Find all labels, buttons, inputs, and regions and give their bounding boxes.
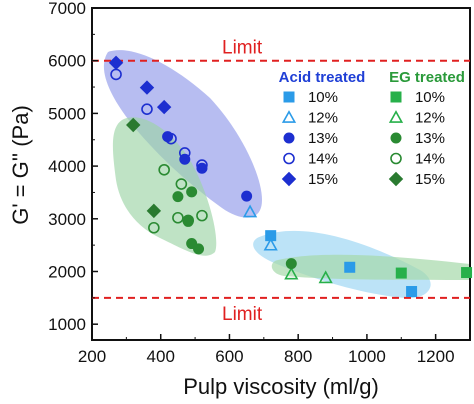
data-point	[186, 186, 198, 198]
legend-label: 13%	[308, 130, 338, 147]
y-tick-label: 1000	[48, 315, 86, 334]
limit-label: Limit	[222, 304, 263, 325]
data-point	[175, 178, 188, 190]
data-point	[146, 203, 162, 219]
plot-frame	[91, 7, 471, 341]
eg-low-highlight	[271, 254, 470, 280]
data-point	[344, 261, 356, 273]
data-point	[461, 267, 473, 279]
legend-label: 10%	[415, 89, 445, 106]
data-point	[165, 132, 177, 145]
data-point	[156, 99, 172, 115]
data-point	[241, 190, 253, 202]
legend-marker	[388, 110, 404, 123]
data-point	[406, 286, 418, 298]
data-points	[108, 55, 473, 298]
data-point	[196, 209, 208, 222]
legend-marker	[388, 171, 404, 187]
legend-label: 13%	[415, 130, 445, 147]
data-point	[196, 159, 208, 171]
limit-lines: Limit Limit	[92, 38, 470, 325]
legend-marker	[281, 171, 297, 187]
x-tick-label: 200	[78, 347, 106, 366]
y-tick-label: 2000	[48, 262, 86, 281]
acid-high-highlight	[103, 50, 262, 218]
x-axis-ticks: 200 400 600 800 1000 1200	[78, 334, 455, 366]
legend-group-title: EG treated	[389, 69, 465, 86]
data-point	[242, 204, 258, 218]
data-point	[285, 258, 297, 270]
data-point	[196, 162, 208, 174]
legend-marker	[283, 132, 295, 144]
data-point	[172, 191, 184, 203]
data-point	[263, 237, 278, 251]
y-axis-ticks: 1000 2000 3000 4000 5000 6000 7000	[48, 0, 98, 334]
legend-marker	[283, 152, 295, 165]
y-tick-label: 7000	[48, 0, 86, 18]
x-tick-label: 600	[215, 347, 243, 366]
y-tick-label: 6000	[48, 52, 86, 71]
limit-label: Limit	[222, 38, 263, 59]
data-point	[141, 103, 153, 115]
data-point	[158, 163, 170, 176]
y-tick-label: 4000	[48, 157, 86, 176]
y-tick-label: 5000	[48, 104, 86, 123]
legend-marker	[281, 110, 297, 123]
data-point	[182, 214, 195, 227]
x-tick-label: 1000	[348, 347, 386, 366]
data-point	[395, 267, 407, 279]
legend-label: 10%	[308, 89, 338, 106]
legend: Acid treated 10% 12% 13% 14% 15% EG treated 10%…	[279, 69, 465, 188]
legend-marker	[390, 152, 402, 165]
data-point	[139, 80, 155, 95]
legend-label: 14%	[415, 151, 445, 168]
x-tick-label: 400	[147, 347, 175, 366]
legend-label: 15%	[308, 171, 338, 188]
legend-label: 12%	[308, 110, 338, 127]
y-axis-title: G' = G'' (Pa)	[8, 105, 33, 225]
legend-label: 15%	[415, 171, 445, 188]
legend-marker	[283, 91, 295, 103]
data-point	[193, 243, 205, 255]
legend-group-title: Acid treated	[279, 69, 366, 86]
legend-marker	[390, 132, 402, 144]
plot-border	[91, 7, 471, 341]
x-tick-label: 800	[284, 347, 312, 366]
data-point	[284, 266, 299, 280]
data-point	[126, 117, 141, 133]
y-tick-label: 3000	[48, 210, 86, 229]
data-point	[108, 55, 124, 71]
x-axis-title: Pulp viscosity (ml/g)	[183, 374, 379, 399]
data-point	[318, 270, 333, 284]
data-point	[178, 147, 191, 159]
legend-label: 12%	[415, 110, 445, 127]
data-point	[172, 211, 184, 224]
legend-marker	[390, 91, 402, 103]
x-tick-label: 1200	[417, 347, 455, 366]
legend-label: 14%	[308, 151, 338, 168]
data-point	[148, 221, 160, 234]
